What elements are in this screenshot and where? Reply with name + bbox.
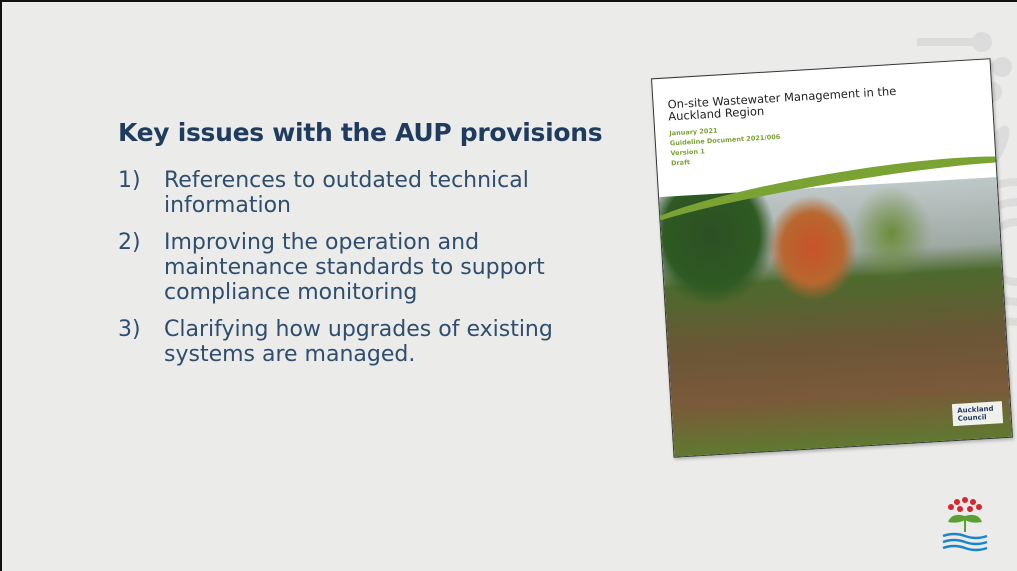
item-number: 3) xyxy=(118,317,164,367)
slide-title: Key issues with the AUP provisions xyxy=(118,118,602,147)
slide: Key issues with the AUP provisions 1)Ref… xyxy=(0,0,1017,571)
issue-list: 1)References to outdated technical infor… xyxy=(118,168,618,379)
item-text: Improving the operation and maintenance … xyxy=(164,230,604,305)
item-number: 1) xyxy=(118,168,164,218)
item-number: 2) xyxy=(118,230,164,305)
item-text: Clarifying how upgrades of existing syst… xyxy=(164,317,604,367)
cover-logo: Auckland Council xyxy=(952,401,1003,426)
issue-item: 1)References to outdated technical infor… xyxy=(118,168,618,218)
document-cover: On-site Wastewater Management in the Auc… xyxy=(651,58,1013,457)
issue-item: 3)Clarifying how upgrades of existing sy… xyxy=(118,317,618,367)
issue-item: 2)Improving the operation and maintenanc… xyxy=(118,230,618,305)
item-text: References to outdated technical informa… xyxy=(164,168,604,218)
council-logo xyxy=(940,494,990,554)
cover-title: On-site Wastewater Management in the Auc… xyxy=(667,83,928,122)
